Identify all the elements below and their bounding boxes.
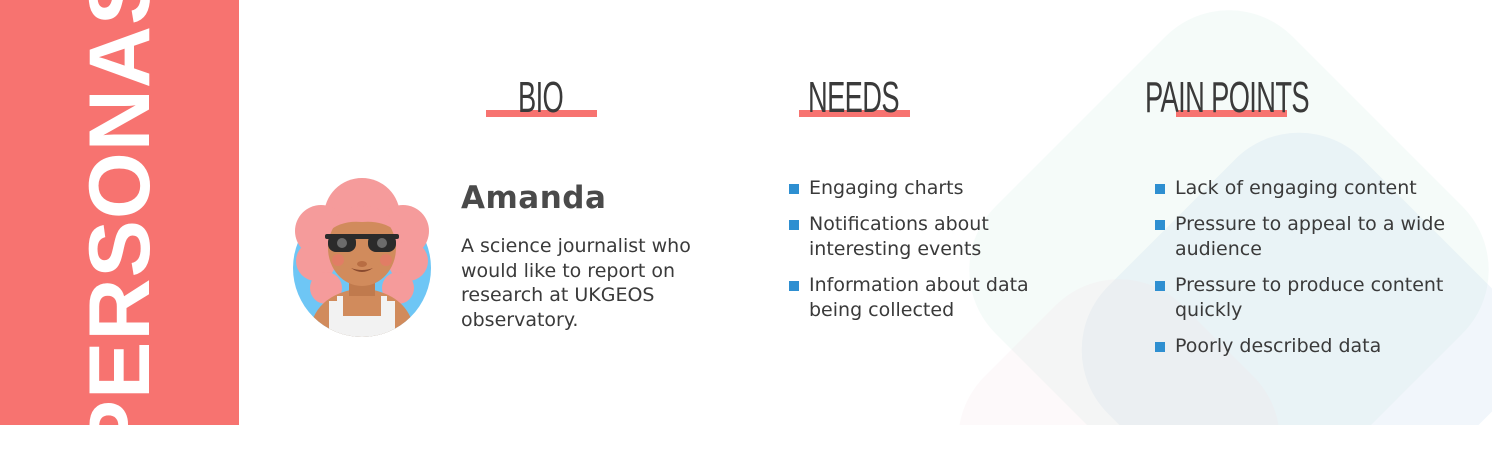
bio-heading-underline [486, 110, 597, 117]
list-item: Notifications about interesting events [789, 212, 1069, 262]
square-bullet-icon [789, 184, 799, 194]
needs-heading-underline [799, 110, 910, 117]
square-bullet-icon [1155, 281, 1165, 291]
square-bullet-icon [1155, 342, 1165, 352]
pain-point-text: Poorly described data [1175, 335, 1382, 357]
square-bullet-icon [789, 281, 799, 291]
list-item: Pressure to appeal to a wide audience [1155, 212, 1475, 262]
need-text: Engaging charts [809, 177, 964, 199]
square-bullet-icon [1155, 184, 1165, 194]
pain-points-heading-text: PAIN POINTS [1145, 73, 1310, 122]
sidebar-panel: PERSONAS [0, 0, 239, 457]
need-text: Notifications about interesting events [809, 213, 989, 260]
persona-name: Amanda [461, 180, 607, 216]
needs-heading-text: NEEDS [808, 73, 900, 122]
bio-heading: BIO [486, 74, 598, 124]
needs-heading: NEEDS [799, 74, 911, 124]
pain-points-list: Lack of engaging content Pressure to app… [1155, 176, 1475, 370]
pain-points-heading: PAIN POINTS [1145, 74, 1320, 124]
list-item: Information about data being collected [789, 273, 1069, 323]
list-item: Lack of engaging content [1155, 176, 1475, 201]
persona-bio: A science journalist who would like to r… [461, 235, 691, 332]
pain-point-text: Pressure to produce content quickly [1175, 274, 1444, 321]
list-item: Poorly described data [1155, 334, 1475, 359]
needs-list: Engaging charts Notifications about inte… [789, 176, 1069, 334]
square-bullet-icon [789, 220, 799, 230]
pain-point-text: Lack of engaging content [1175, 177, 1417, 199]
bio-heading-text: BIO [518, 73, 564, 122]
persona-avatar [291, 176, 433, 338]
need-text: Information about data being collected [809, 274, 1029, 321]
list-item: Engaging charts [789, 176, 1069, 201]
page-title: PERSONAS [72, 0, 168, 457]
pain-points-heading-underline [1176, 110, 1287, 117]
pain-point-text: Pressure to appeal to a wide audience [1175, 213, 1446, 260]
list-item: Pressure to produce content quickly [1155, 273, 1475, 323]
square-bullet-icon [1155, 220, 1165, 230]
